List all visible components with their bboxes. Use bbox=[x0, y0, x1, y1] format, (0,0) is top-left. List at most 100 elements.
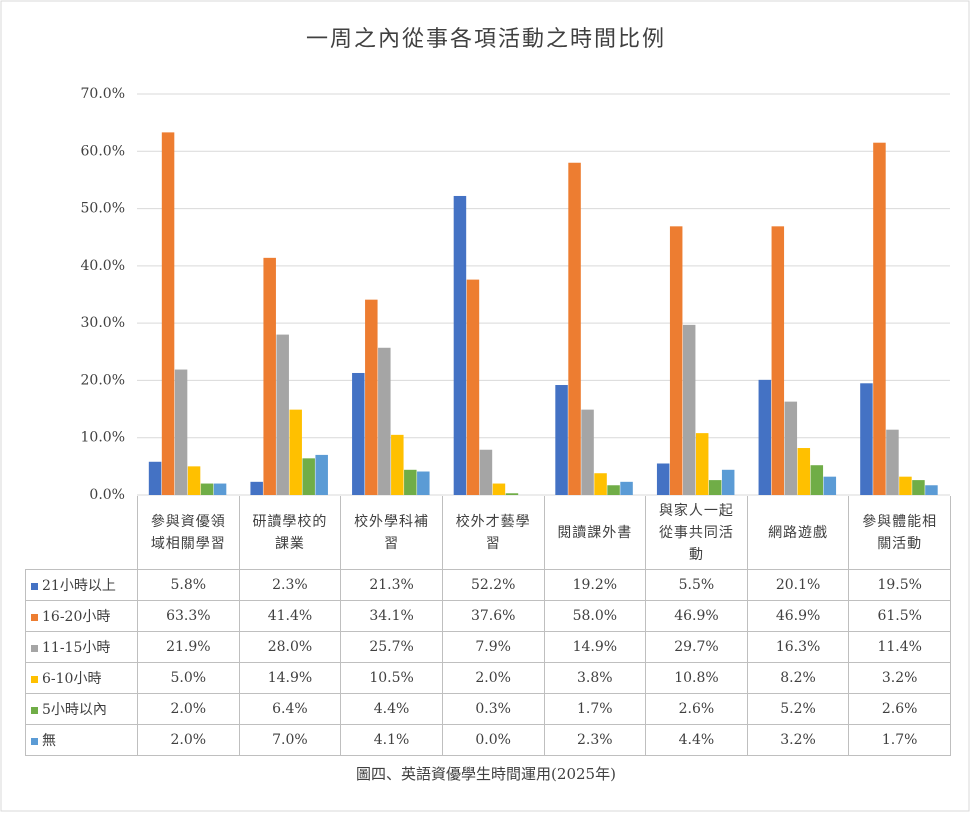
legend-swatch bbox=[31, 583, 38, 590]
data-cell: 2.3% bbox=[238, 569, 342, 601]
data-cell: 0.0% bbox=[441, 724, 545, 756]
y-tick-label: 70.0% bbox=[81, 86, 125, 102]
bar bbox=[594, 473, 607, 495]
bar bbox=[708, 480, 722, 495]
data-cell: 5.8% bbox=[137, 569, 240, 601]
data-cell: 2.0% bbox=[137, 693, 240, 725]
data-cell: 14.9% bbox=[238, 662, 342, 694]
data-row: 無 2.0% 7.0% 4.1% 0.0% 2.3% 4.4% 3.2% 1.7% bbox=[25, 724, 951, 756]
bar bbox=[187, 466, 201, 495]
bar bbox=[607, 485, 620, 495]
data-cell: 0.3% bbox=[441, 693, 545, 725]
data-cell: 41.4% bbox=[238, 600, 342, 632]
bar bbox=[492, 483, 506, 495]
y-tick-label: 30.0% bbox=[81, 315, 125, 331]
legend-label: 5小時以內 bbox=[42, 702, 107, 718]
y-tick-label: 50.0% bbox=[81, 201, 125, 217]
data-row: 21小時以上 5.8% 2.3% 21.3% 52.2% 19.2% 5.5% 20.1% 19… bbox=[25, 569, 951, 601]
bar bbox=[302, 458, 315, 495]
legend-swatch bbox=[31, 707, 38, 714]
data-cell: 2.0% bbox=[137, 724, 240, 756]
bar bbox=[391, 434, 404, 495]
data-cell: 10.5% bbox=[340, 662, 443, 694]
x-tick-label: 研讀學校的課業 bbox=[238, 496, 342, 570]
bar bbox=[656, 463, 670, 495]
data-row: 5小時以內 2.0% 6.4% 4.4% 0.3% 1.7% 2.6% 5.2% 2.6% bbox=[25, 693, 951, 725]
data-cell: 3.2% bbox=[746, 724, 850, 756]
bar bbox=[669, 226, 683, 495]
bar bbox=[721, 469, 735, 495]
data-cell: 20.1% bbox=[746, 569, 850, 601]
x-tick-label: 閱讀課外書 bbox=[543, 496, 647, 570]
legend-item: 無 bbox=[25, 724, 138, 756]
bar bbox=[823, 476, 837, 495]
bar bbox=[417, 471, 430, 495]
data-cell: 21.3% bbox=[340, 569, 443, 601]
bar bbox=[581, 409, 594, 495]
data-cell: 5.2% bbox=[746, 693, 850, 725]
data-row: 16-20小時 63.3% 41.4% 34.1% 37.6% 58.0% 46.9% 46.… bbox=[25, 600, 951, 632]
data-cell: 4.1% bbox=[340, 724, 443, 756]
data-cell: 10.8% bbox=[645, 662, 748, 694]
data-cell: 29.7% bbox=[645, 631, 748, 663]
legend-swatch bbox=[31, 614, 38, 621]
data-cell: 4.4% bbox=[645, 724, 748, 756]
bar bbox=[453, 195, 467, 495]
legend-swatch bbox=[31, 738, 38, 745]
data-cell: 6.4% bbox=[238, 693, 342, 725]
legend-label: 11-15小時 bbox=[42, 640, 111, 656]
data-cell: 2.6% bbox=[645, 693, 748, 725]
data-cell: 1.7% bbox=[543, 693, 647, 725]
data-row: 11-15小時 21.9% 28.0% 25.7% 7.9% 14.9% 29.7% 16.3… bbox=[25, 631, 951, 663]
bar bbox=[886, 429, 899, 495]
bar bbox=[466, 279, 480, 495]
data-cell: 46.9% bbox=[645, 600, 748, 632]
data-cell: 28.0% bbox=[238, 631, 342, 663]
data-cell: 1.7% bbox=[848, 724, 951, 756]
data-cell: 3.2% bbox=[848, 662, 951, 694]
data-cell: 7.0% bbox=[238, 724, 342, 756]
data-cell: 2.3% bbox=[543, 724, 647, 756]
bar bbox=[200, 483, 214, 495]
bar bbox=[365, 299, 378, 495]
bar bbox=[784, 401, 798, 495]
y-tick-label: 0.0% bbox=[89, 487, 125, 503]
data-cell: 19.5% bbox=[848, 569, 951, 601]
legend-item: 6-10小時 bbox=[25, 662, 138, 694]
data-cell: 34.1% bbox=[340, 600, 443, 632]
x-tick-label: 校外學科補習 bbox=[340, 496, 443, 570]
data-cell: 2.6% bbox=[848, 693, 951, 725]
data-cell: 21.9% bbox=[137, 631, 240, 663]
bar bbox=[315, 454, 328, 495]
bar bbox=[695, 433, 709, 495]
bar bbox=[378, 347, 391, 495]
data-cell: 52.2% bbox=[441, 569, 545, 601]
bar bbox=[860, 383, 873, 495]
legend-item: 11-15小時 bbox=[25, 631, 138, 663]
bar bbox=[289, 409, 302, 495]
bar bbox=[352, 372, 365, 495]
data-cell: 19.2% bbox=[543, 569, 647, 601]
data-cell: 16.3% bbox=[746, 631, 850, 663]
data-cell: 14.9% bbox=[543, 631, 647, 663]
legend-item: 21小時以上 bbox=[25, 569, 138, 601]
bar bbox=[250, 481, 263, 495]
bar bbox=[771, 226, 785, 495]
x-tick-label: 校外才藝學習 bbox=[441, 496, 545, 570]
legend-label: 16-20小時 bbox=[42, 609, 111, 625]
bar bbox=[925, 485, 938, 495]
bar bbox=[276, 334, 289, 495]
bar bbox=[758, 379, 772, 495]
bar bbox=[810, 465, 824, 495]
y-tick-label: 10.0% bbox=[81, 430, 125, 446]
y-tick-label: 60.0% bbox=[81, 143, 125, 159]
chart-title: 一周之內從事各項活動之時間比例 bbox=[306, 27, 666, 52]
bar bbox=[213, 483, 227, 495]
data-cell: 37.6% bbox=[441, 600, 545, 632]
legend-swatch bbox=[31, 676, 38, 683]
bar bbox=[505, 493, 519, 495]
bar bbox=[148, 461, 162, 495]
data-cell: 5.0% bbox=[137, 662, 240, 694]
x-tick-label: 網路遊戲 bbox=[746, 496, 850, 570]
data-cell: 7.9% bbox=[441, 631, 545, 663]
